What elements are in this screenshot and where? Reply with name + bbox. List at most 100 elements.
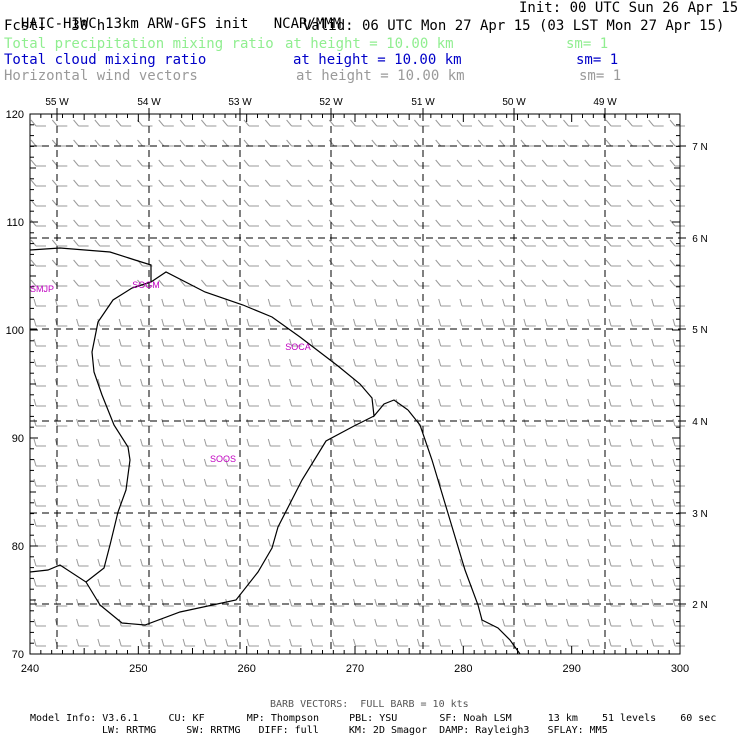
wind-barb: [608, 438, 622, 447]
wind-barb: [627, 279, 643, 287]
wind-barb: [395, 618, 409, 627]
wind-barb: [395, 358, 409, 367]
wind-barb: [289, 398, 302, 407]
org-text: NCAR/MMM: [273, 16, 342, 32]
wind-barb: [669, 159, 685, 167]
wind-barb: [353, 478, 366, 487]
wind-barb: [395, 558, 409, 567]
x-tick-label: 290: [562, 663, 580, 675]
wind-barb: [395, 518, 409, 527]
wind-barb: [264, 239, 281, 247]
wind-barb: [544, 618, 558, 627]
wind-barb: [246, 398, 259, 407]
wind-barb: [605, 259, 622, 267]
wind-barb: [182, 498, 196, 507]
wind-barb: [76, 478, 89, 487]
wind-barb: [587, 558, 600, 567]
wind-barb: [672, 518, 685, 527]
wind-barb: [201, 119, 217, 127]
wind-barb: [459, 378, 472, 387]
wind-barb: [416, 538, 430, 547]
wind-barb: [608, 638, 622, 647]
wind-barb: [371, 139, 387, 147]
wind-barb: [374, 478, 387, 487]
wind-barb: [201, 139, 217, 147]
wind-barb: [161, 318, 174, 327]
wind-barb: [587, 498, 600, 507]
wind-barb: [73, 279, 89, 287]
wind-barb: [201, 159, 217, 167]
wind-barb: [307, 179, 323, 187]
wind-barb: [502, 478, 515, 487]
wind-barb: [520, 239, 536, 247]
wind-barb: [459, 498, 472, 507]
wind-barb: [371, 159, 387, 167]
wind-barb: [225, 438, 238, 447]
wind-barb: [629, 318, 643, 327]
wind-barb: [477, 119, 494, 127]
wind-barb: [222, 219, 238, 227]
wind-barb: [395, 438, 409, 447]
wind-barb: [201, 179, 217, 187]
wind-barb: [51, 239, 68, 247]
wind-barb: [115, 139, 132, 147]
wind-barb: [459, 418, 472, 427]
wind-barb: [289, 458, 302, 467]
wind-barb: [140, 318, 153, 327]
wind-barb: [416, 398, 430, 407]
y-tick-label: 70: [12, 649, 24, 661]
wind-barb: [629, 378, 643, 387]
wind-barb: [286, 119, 302, 127]
wind-barb: [97, 418, 110, 427]
wind-barb: [544, 458, 558, 467]
wind-barb: [477, 279, 494, 287]
wind-barb: [672, 578, 685, 587]
wind-barb: [161, 638, 174, 647]
wind-barb: [118, 558, 132, 567]
wind-barb: [374, 538, 387, 547]
wind-barb: [456, 239, 472, 247]
wind-barb: [416, 298, 430, 307]
wind-barb: [374, 558, 387, 567]
wind-barb: [438, 458, 451, 467]
wind-barb: [267, 318, 281, 327]
wind-barb: [371, 259, 387, 267]
x-tick-label: 270: [346, 663, 364, 675]
wind-barb: [225, 618, 238, 627]
wind-barb: [286, 279, 302, 287]
wind-barb: [608, 538, 622, 547]
wind-barb: [94, 119, 110, 127]
wind-barb: [566, 398, 579, 407]
wind-barb: [651, 458, 664, 467]
wind-barb: [502, 338, 515, 347]
wind-barb: [328, 279, 345, 287]
field-sm: sm= 1: [579, 68, 622, 84]
wind-barb: [523, 378, 536, 387]
y-tick-label: 80: [12, 541, 24, 553]
wind-barb: [289, 338, 302, 347]
wind-barb: [480, 478, 494, 487]
wind-barb: [499, 179, 515, 187]
wind-barb: [438, 378, 451, 387]
x-tick-label: 240: [21, 663, 39, 675]
wind-barb: [115, 199, 132, 207]
wind-barb: [182, 338, 196, 347]
wind-barb: [544, 358, 558, 367]
wind-barb: [520, 199, 536, 207]
wind-barb: [392, 159, 409, 167]
wind-barb: [140, 378, 153, 387]
wind-barb: [627, 259, 643, 267]
wind-barb: [51, 279, 68, 287]
wind-barb: [477, 139, 494, 147]
wind-barb: [477, 199, 494, 207]
wind-barb: [328, 239, 345, 247]
wind-barb: [73, 119, 89, 127]
x-tick-label: 300: [671, 663, 689, 675]
wind-barb: [246, 638, 259, 647]
wind-barb: [651, 378, 664, 387]
wind-barb: [97, 458, 110, 467]
wind-barb: [97, 338, 110, 347]
wind-barb: [331, 518, 345, 527]
wind-barb: [459, 618, 472, 627]
wind-barb: [264, 199, 281, 207]
